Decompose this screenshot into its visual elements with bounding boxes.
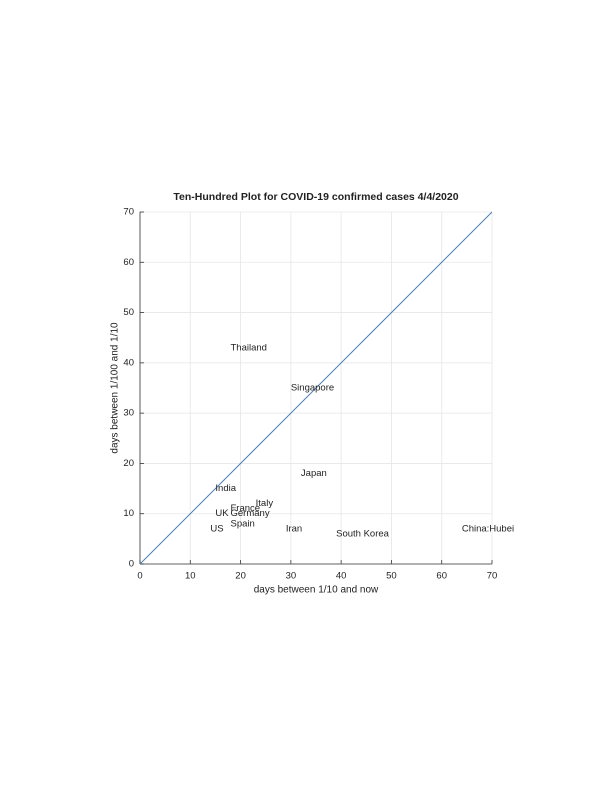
point-label: India: [215, 483, 236, 494]
x-tick-label: 30: [286, 571, 297, 582]
x-tick-label: 40: [336, 571, 347, 582]
point-label: Japan: [301, 468, 327, 479]
point-label: China:Hubei: [462, 523, 514, 534]
y-tick-label: 10: [123, 508, 134, 519]
point-label: Germany: [231, 508, 270, 519]
x-tick-label: 20: [235, 571, 246, 582]
y-tick-label: 40: [123, 357, 134, 368]
x-tick-label: 10: [185, 571, 196, 582]
point-label: UK: [215, 508, 229, 519]
y-tick-label: 20: [123, 458, 134, 469]
y-tick-label: 60: [123, 257, 134, 268]
point-label: Italy: [256, 498, 274, 509]
x-axis-label: days between 1/10 and now: [254, 585, 379, 596]
y-tick-label: 0: [129, 559, 134, 570]
point-label: Thailand: [231, 342, 267, 353]
point-label: US: [210, 523, 223, 534]
y-tick-label: 30: [123, 408, 134, 419]
chart-title: Ten-Hundred Plot for COVID-19 confirmed …: [173, 191, 458, 203]
y-axis-label: days between 1/100 and 1/10: [110, 322, 121, 454]
point-label: France: [231, 503, 261, 514]
x-tick-label: 60: [436, 571, 447, 582]
x-tick-label: 70: [487, 571, 498, 582]
point-label: Iran: [286, 523, 302, 534]
x-tick-label: 50: [386, 571, 397, 582]
y-tick-label: 50: [123, 307, 134, 318]
reference-line: [139, 211, 493, 565]
y-tick-label: 70: [123, 207, 134, 218]
point-label: South Korea: [336, 528, 390, 539]
x-tick-label: 0: [137, 571, 142, 582]
point-label: Spain: [231, 518, 255, 529]
point-label: Singapore: [291, 383, 334, 394]
